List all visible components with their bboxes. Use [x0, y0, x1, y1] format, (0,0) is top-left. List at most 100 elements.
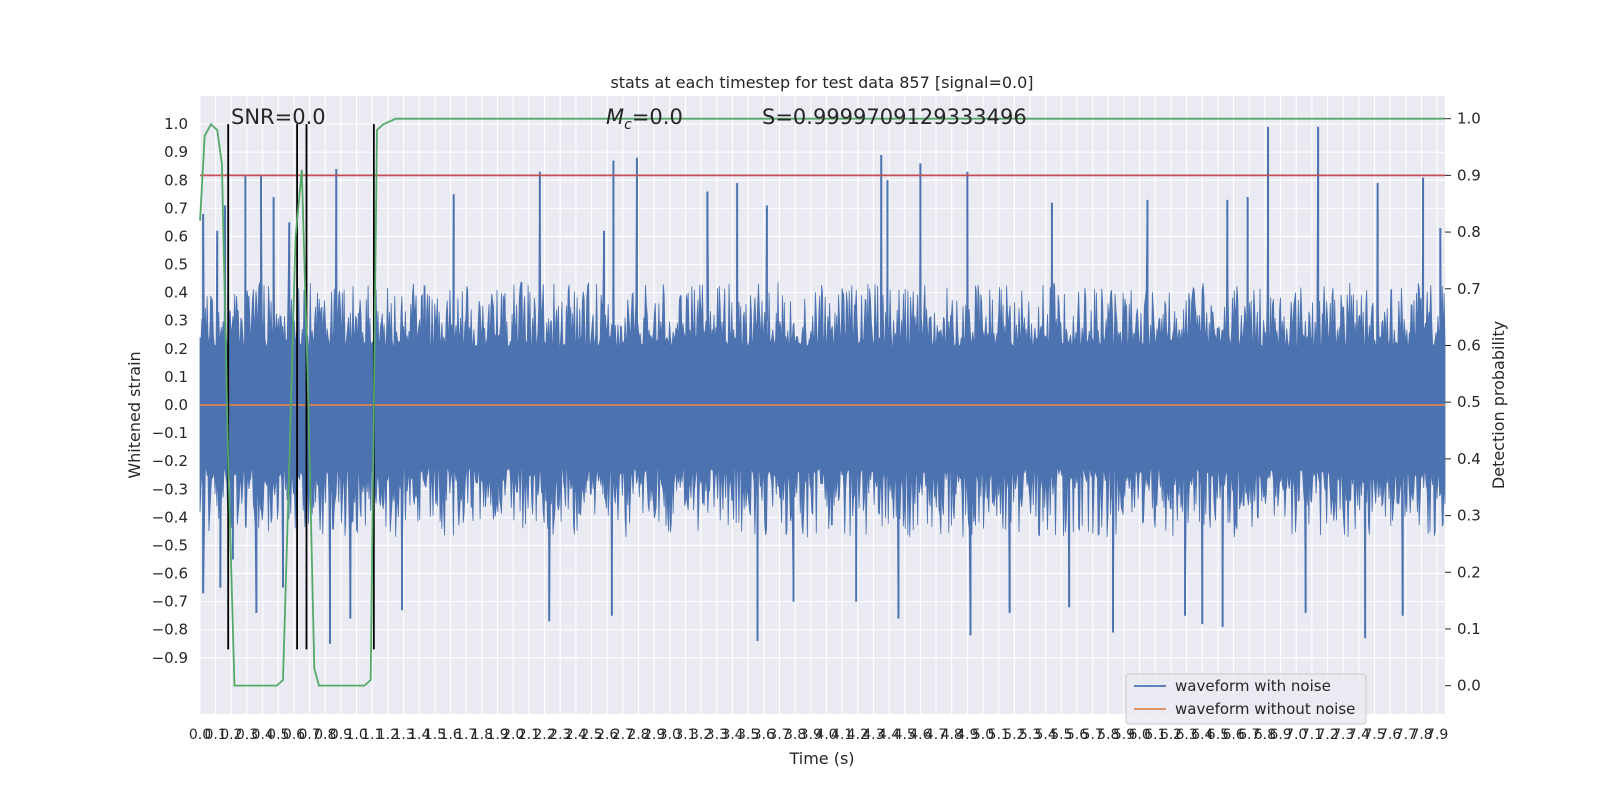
x-tick-label: 7.3	[1332, 727, 1354, 743]
x-tick-label: 6.0	[1128, 727, 1150, 743]
x-tick-label: 3.9	[800, 727, 822, 743]
x-tick-label: 4.7	[925, 727, 947, 743]
x-tick-label: 3.5	[737, 727, 759, 743]
x-tick-label: 7.8	[1410, 727, 1432, 743]
x-tick-label: 7.0	[1285, 727, 1307, 743]
x-tick-label: 6.9	[1269, 727, 1291, 743]
left-y-tick-label: −0.3	[152, 480, 188, 498]
x-tick-label: 4.5	[894, 727, 916, 743]
x-tick-label: 3.0	[659, 727, 681, 743]
x-tick-label: 6.2	[1160, 727, 1182, 743]
x-tick-label: 5.4	[1035, 727, 1057, 743]
right-y-tick-labels: 1.0 0.9 0.8 0.7 0.6 0.5 0.4 0.3 0.2 0.1 0.0	[1445, 110, 1481, 695]
x-tick-label: 0.2	[220, 727, 242, 743]
x-tick-label: 7.5	[1363, 727, 1385, 743]
y-axis-label: Whitened strain	[125, 351, 144, 478]
chirp-mass-value: =0.0	[632, 105, 683, 129]
x-tick-label: 1.8	[471, 727, 493, 743]
x-tick-label: 1.3	[392, 727, 414, 743]
x-tick-label: 3.8	[784, 727, 806, 743]
x-tick-label: 4.9	[956, 727, 978, 743]
x-tick-label: 1.1	[361, 727, 383, 743]
right-y-tick-label: 0.4	[1457, 450, 1481, 468]
x-tick-label: 5.5	[1050, 727, 1072, 743]
waveform-with-noise-series	[199, 126, 1446, 644]
x-tick-label: 4.8	[941, 727, 963, 743]
x-tick-label: 4.3	[862, 727, 884, 743]
left-y-tick-label: 0.7	[164, 199, 188, 217]
left-y-tick-label: −0.8	[152, 621, 188, 639]
x-tick-label: 1.5	[424, 727, 446, 743]
x-tick-label: 2.5	[580, 727, 602, 743]
y-axis-right-label: Detection probability	[1489, 321, 1508, 489]
left-y-tick-label: 1.0	[164, 115, 188, 133]
left-y-tick-label: −0.1	[152, 424, 188, 442]
x-tick-label: 2.9	[643, 727, 665, 743]
left-y-tick-label: −0.9	[152, 649, 188, 667]
x-tick-label: 7.4	[1348, 727, 1370, 743]
left-y-tick-label: 0.6	[164, 227, 188, 245]
left-y-tick-label: 0.8	[164, 171, 188, 189]
x-tick-label: 1.9	[486, 727, 508, 743]
x-tick-label: 0.8	[314, 727, 336, 743]
x-tick-label: 6.7	[1238, 727, 1260, 743]
x-tick-label: 2.3	[549, 727, 571, 743]
x-tick-label: 1.7	[455, 727, 477, 743]
right-y-tick-label: 0.6	[1457, 336, 1481, 354]
left-y-tick-label: −0.5	[152, 536, 188, 554]
x-tick-label: 5.1	[988, 727, 1010, 743]
x-tick-label: 5.7	[1082, 727, 1104, 743]
x-tick-label: 0.4	[252, 727, 274, 743]
detection-probability-series	[199, 117, 1445, 687]
x-tick-label: 7.7	[1395, 727, 1417, 743]
x-tick-label: 5.9	[1113, 727, 1135, 743]
x-tick-label: 2.6	[596, 727, 618, 743]
x-tick-label: 6.3	[1175, 727, 1197, 743]
x-tick-label: 2.8	[627, 727, 649, 743]
x-axis-label: Time (s)	[788, 749, 854, 768]
x-tick-label: 4.0	[815, 727, 837, 743]
x-tick-label: 0.6	[283, 727, 305, 743]
x-tick-label: 0.9	[330, 727, 352, 743]
x-tick-label: 6.5	[1207, 727, 1229, 743]
x-tick-label: 4.2	[847, 727, 869, 743]
x-tick-label: 3.4	[721, 727, 743, 743]
left-y-tick-label: −0.4	[152, 508, 188, 526]
legend-label-noise: waveform with noise	[1175, 677, 1331, 695]
left-y-tick-label: −0.2	[152, 452, 188, 470]
snr-annotation: SNR=0.0	[231, 105, 326, 129]
x-tick-label: 3.3	[706, 727, 728, 743]
right-y-tick-label: 1.0	[1457, 110, 1481, 128]
detection-probability-line	[199, 117, 1445, 687]
x-tick-label: 5.8	[1097, 727, 1119, 743]
x-tick-label: 2.7	[612, 727, 634, 743]
x-tick-label: 0.1	[205, 727, 227, 743]
noise-waveform-band	[199, 126, 1446, 644]
x-tick-label: 1.0	[345, 727, 367, 743]
x-tick-label: 7.2	[1316, 727, 1338, 743]
right-y-tick-label: 0.9	[1457, 166, 1481, 184]
left-y-tick-label: 0.4	[164, 284, 188, 302]
x-tick-label: 2.1	[518, 727, 540, 743]
s-statistic-annotation: S=0.9999709129333496	[762, 105, 1027, 129]
right-y-tick-label: 0.7	[1457, 280, 1481, 298]
x-tick-label: 3.1	[674, 727, 696, 743]
x-tick-label: 7.1	[1301, 727, 1323, 743]
right-y-tick-label: 0.2	[1457, 563, 1481, 581]
left-y-tick-label: −0.6	[152, 565, 188, 583]
right-y-tick-label: 0.3	[1457, 507, 1481, 525]
x-tick-label: 0.7	[298, 727, 320, 743]
left-y-tick-label: −0.7	[152, 593, 188, 611]
chirp-mass-symbol: M	[606, 105, 624, 129]
x-tick-label: 0.0	[189, 727, 211, 743]
left-y-tick-label: 0.3	[164, 312, 188, 330]
chirp-mass-annotation: Mc=0.0	[606, 105, 683, 133]
x-tick-label: 6.4	[1191, 727, 1213, 743]
x-tick-label: 0.3	[236, 727, 258, 743]
x-tick-label: 2.0	[502, 727, 524, 743]
x-tick-label: 3.2	[690, 727, 712, 743]
chart-title: stats at each timestep for test data 857…	[610, 73, 1033, 92]
right-y-tick-label: 0.5	[1457, 393, 1481, 411]
x-tick-label: 5.0	[972, 727, 994, 743]
